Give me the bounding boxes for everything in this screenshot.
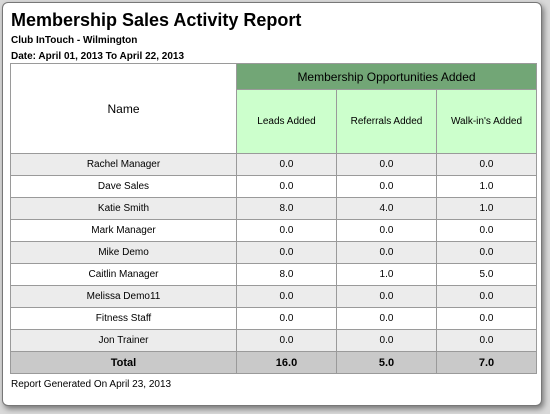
total-cell: 7.0 <box>436 351 537 374</box>
count-cell: 5.0 <box>436 263 537 286</box>
count-cell: 0.0 <box>236 329 337 352</box>
count-cell: 0.0 <box>336 307 437 330</box>
column-header: Walk-in's Added <box>436 89 537 154</box>
count-cell: 0.0 <box>336 153 437 176</box>
count-cell: 0.0 <box>436 307 537 330</box>
member-name: Jon Trainer <box>10 329 237 352</box>
count-cell: 0.0 <box>336 285 437 308</box>
table-row: Fitness Staff 0.0 0.0 0.0 <box>10 307 537 330</box>
count-cell: 0.0 <box>236 285 337 308</box>
member-name: Melissa Demo11 <box>10 285 237 308</box>
total-cell: 5.0 <box>336 351 437 374</box>
count-cell: 1.0 <box>436 197 537 220</box>
header-row: Name Membership Opportunities Added <box>10 63 537 154</box>
report-title: Membership Sales Activity Report <box>11 10 302 30</box>
total-row: Total 16.0 5.0 7.0 <box>10 351 537 374</box>
table-row: Rachel Manager 0.0 0.0 0.0 <box>10 153 537 176</box>
table-row: Mark Manager 0.0 0.0 0.0 <box>10 219 537 242</box>
member-name: Katie Smith <box>10 197 237 220</box>
count-cell: 0.0 <box>436 153 537 176</box>
report-footer: Report Generated On April 23, 2013 <box>11 379 172 390</box>
count-cell: 4.0 <box>336 197 437 220</box>
table-row: Melissa Demo11 0.0 0.0 0.0 <box>10 285 537 308</box>
table-row: Caitlin Manager 8.0 1.0 5.0 <box>10 263 537 286</box>
count-cell: 0.0 <box>436 219 537 242</box>
member-name: Mark Manager <box>10 219 237 242</box>
count-cell: 0.0 <box>336 175 437 198</box>
member-name: Fitness Staff <box>10 307 237 330</box>
count-cell: 0.0 <box>236 175 337 198</box>
count-cell: 0.0 <box>336 329 437 352</box>
count-cell: 0.0 <box>436 329 537 352</box>
group-header: Membership Opportunities Added <box>236 63 537 90</box>
table-row: Katie Smith 8.0 4.0 1.0 <box>10 197 537 220</box>
count-cell: 0.0 <box>336 241 437 264</box>
count-cell: 0.0 <box>236 219 337 242</box>
table-row: Mike Demo 0.0 0.0 0.0 <box>10 241 537 264</box>
member-name: Rachel Manager <box>10 153 237 176</box>
count-cell: 1.0 <box>336 263 437 286</box>
count-cell: 0.0 <box>436 241 537 264</box>
member-name: Caitlin Manager <box>10 263 237 286</box>
count-cell: 8.0 <box>236 263 337 286</box>
report-page: Membership Sales Activity Report Club In… <box>2 2 542 406</box>
count-cell: 0.0 <box>236 153 337 176</box>
count-cell: 0.0 <box>236 307 337 330</box>
count-cell: 0.0 <box>236 241 337 264</box>
count-cell: 1.0 <box>436 175 537 198</box>
column-header: Referrals Added <box>336 89 437 154</box>
column-header: Name <box>10 63 237 154</box>
date-range: Date: April 01, 2013 To April 22, 2013 <box>11 51 185 62</box>
count-cell: 0.0 <box>436 285 537 308</box>
total-cell: 16.0 <box>236 351 337 374</box>
club-name: Club InTouch - Wilmington <box>11 35 138 46</box>
total-label: Total <box>10 351 237 374</box>
count-cell: 8.0 <box>236 197 337 220</box>
member-name: Mike Demo <box>10 241 237 264</box>
header-row: Leads Added Referrals Added Walk-in's Adde… <box>11 89 537 154</box>
table-row: Dave Sales 0.0 0.0 1.0 <box>10 175 537 198</box>
table-row: Jon Trainer 0.0 0.0 0.0 <box>10 329 537 352</box>
count-cell: 0.0 <box>336 219 437 242</box>
member-name: Dave Sales <box>10 175 237 198</box>
report-table: Name Membership Opportunities Added Leads … <box>10 63 537 374</box>
column-header: Leads Added <box>236 89 337 154</box>
